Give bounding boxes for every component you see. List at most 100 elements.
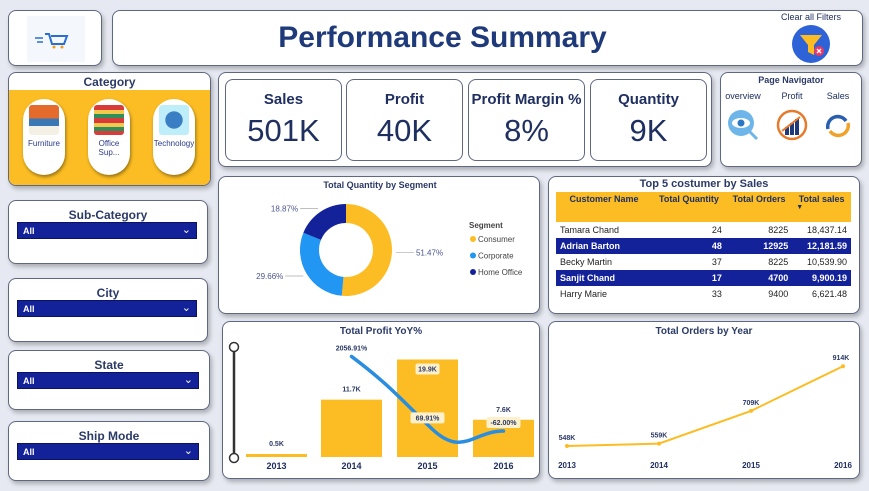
- nav-label: Profit: [781, 91, 803, 101]
- bar-data-label: 0.5K: [269, 441, 284, 448]
- ship-mode-dropdown[interactable]: All ⌄: [17, 443, 199, 460]
- clear-filters-button[interactable]: Clear all Filters: [766, 12, 856, 69]
- dropdown-value: All: [23, 447, 35, 457]
- orders-data-label: 709K: [743, 400, 760, 407]
- column-header[interactable]: Customer Name: [556, 192, 652, 222]
- category-item-office-supplies[interactable]: Office Sup...: [88, 99, 130, 175]
- x-axis-tick: 2015: [417, 461, 437, 471]
- column-label: Total sales: [798, 194, 845, 204]
- column-header[interactable]: Total Quantity: [652, 192, 726, 222]
- nav-profit[interactable]: Profit: [772, 91, 812, 145]
- cart-logo-icon: [27, 16, 85, 62]
- sub-category-dropdown[interactable]: All ⌄: [17, 222, 197, 239]
- table-cell: 48: [652, 238, 726, 254]
- sub-category-slicer: Sub-Category All ⌄: [8, 200, 208, 264]
- orders-line: [566, 365, 844, 447]
- legend-item: Home Office: [478, 268, 523, 277]
- range-slider-handle[interactable]: [228, 452, 240, 464]
- table-row[interactable]: Becky Martin 37 8225 10,539.90: [556, 254, 851, 270]
- orders-data-label: 548K: [559, 435, 576, 442]
- orders-by-year-card: Total Orders by Year 548K 2013 559K 2014 709K…: [548, 321, 860, 479]
- table-row[interactable]: Tamara Chand 24 8225 18,437.14: [556, 222, 851, 238]
- x-axis-tick: 2016: [834, 461, 852, 470]
- filter-clear-icon: [792, 25, 830, 63]
- table-cell: 9400: [768, 289, 789, 299]
- x-axis-tick: 2014: [341, 461, 361, 471]
- yoy-data-label: 2056.91%: [336, 345, 368, 352]
- legend-marker: [470, 236, 476, 242]
- column-header[interactable]: Total Orders: [725, 192, 793, 222]
- category-label: Furniture: [27, 139, 60, 148]
- kpi-value: 501K: [247, 113, 320, 148]
- category-item-furniture[interactable]: Furniture: [23, 99, 65, 175]
- orders-point: [841, 364, 845, 369]
- category-item-technology[interactable]: Technology: [153, 99, 195, 175]
- dropdown-value: All: [23, 376, 35, 386]
- nav-overview[interactable]: overview: [723, 91, 763, 145]
- segment-donut-card: Total Quantity by Segment 51.47% 29.66% 18.…: [218, 176, 540, 314]
- x-axis-tick: 2014: [650, 461, 668, 470]
- x-axis-tick: 2016: [493, 461, 513, 471]
- books-icon: [94, 105, 124, 135]
- table-cell: 37: [711, 257, 722, 267]
- legend-item: Corporate: [478, 252, 514, 261]
- table-cell: Sanjit Chand: [556, 270, 652, 286]
- orders-point: [657, 441, 661, 446]
- slicer-title: Sub-Category: [68, 208, 148, 222]
- table-cell: 4700: [725, 270, 793, 286]
- orders-point: [749, 408, 753, 413]
- category-label: Technology: [153, 139, 195, 148]
- table-cell: Becky Martin: [560, 257, 613, 267]
- top-customers-card: Top 5 costumer by Sales Customer Name To…: [548, 176, 860, 314]
- exchange-arrows-icon: [825, 114, 851, 138]
- yoy-line: [349, 354, 506, 444]
- table-cell: 10,539.90: [806, 257, 847, 267]
- table-cell: 33: [711, 289, 722, 299]
- donut-data-label: 18.87%: [271, 205, 298, 214]
- donut-slice-corporate: [300, 232, 344, 296]
- bar-data-label: 7.6K: [496, 407, 511, 414]
- x-axis-tick: 2015: [742, 461, 760, 470]
- top-customers-table: Customer Name Total Quantity Total Order…: [556, 192, 851, 302]
- navigator-title: Page Navigator: [758, 75, 824, 85]
- column-header-sorted[interactable]: Total sales ▼: [792, 192, 851, 222]
- data-label-bg: [410, 412, 445, 424]
- slicer-title: Ship Mode: [78, 429, 140, 443]
- x-axis-tick: 2013: [558, 461, 576, 470]
- state-dropdown[interactable]: All ⌄: [17, 372, 199, 389]
- yoy-data-label: 69.91%: [416, 415, 441, 422]
- table-row[interactable]: Adrian Barton 48 12925 12,181.59: [556, 238, 851, 254]
- profit-yoy-chart: Total Profit YoY% 0.5K 2013 11.7K 2014 19.9K 2…: [228, 326, 534, 471]
- kpi-label: Profit: [384, 91, 425, 108]
- slicer-title: State: [94, 358, 124, 372]
- table-row[interactable]: Harry Marie 33 9400 6,621.48: [556, 286, 851, 302]
- eye-magnifier-icon: [728, 110, 759, 141]
- range-slider-handle[interactable]: [228, 341, 240, 353]
- table-cell: 24: [711, 225, 722, 235]
- x-axis-tick: 2013: [266, 461, 286, 471]
- slicer-title: City: [96, 286, 120, 300]
- kpi-value: 9K: [629, 113, 668, 148]
- nav-label: overview: [725, 91, 761, 101]
- table-row[interactable]: Sanjit Chand 17 4700 9,900.19: [556, 270, 851, 286]
- kpi-label: Sales: [263, 91, 304, 108]
- bar-data-label: 11.7K: [342, 387, 360, 394]
- table-cell: 8225: [768, 257, 789, 267]
- legend-marker: [470, 269, 476, 275]
- profit-bar-2014: [321, 399, 382, 457]
- chevron-down-icon: ⌄: [183, 374, 193, 386]
- kpi-quantity: Quantity 9K: [590, 79, 707, 161]
- chart-title: Total Profit YoY%: [340, 326, 422, 337]
- donut-slice-consumer: [341, 204, 392, 296]
- kpi-label: Quantity: [618, 91, 679, 108]
- city-dropdown[interactable]: All ⌄: [17, 300, 197, 317]
- dropdown-value: All: [23, 226, 35, 236]
- nav-label: Sales: [826, 91, 850, 101]
- nav-sales[interactable]: Sales: [818, 91, 858, 145]
- profit-bar-2013: [246, 454, 307, 457]
- logo-card: [8, 10, 102, 66]
- chevron-down-icon: ⌄: [181, 302, 191, 314]
- sort-desc-icon: ▼: [796, 204, 804, 211]
- orders-data-label: 559K: [651, 433, 668, 440]
- computer-icon: [159, 105, 189, 135]
